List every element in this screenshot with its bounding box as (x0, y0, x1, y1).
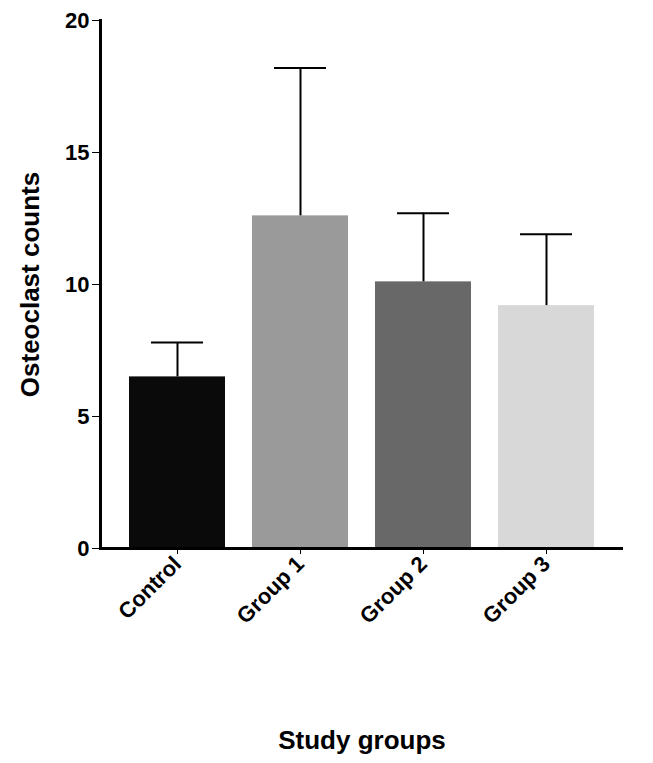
svg-text:10: 10 (65, 272, 89, 297)
svg-text:5: 5 (77, 404, 89, 429)
svg-text:Group 2: Group 2 (355, 551, 432, 628)
svg-text:Osteoclast counts: Osteoclast counts (15, 172, 45, 397)
svg-text:0: 0 (77, 536, 89, 561)
svg-text:Study groups: Study groups (278, 725, 446, 755)
svg-text:Group 1: Group 1 (232, 551, 309, 628)
svg-text:15: 15 (65, 140, 89, 165)
svg-text:20: 20 (65, 8, 89, 33)
svg-text:Control: Control (113, 551, 186, 624)
svg-text:Group 3: Group 3 (478, 551, 555, 628)
